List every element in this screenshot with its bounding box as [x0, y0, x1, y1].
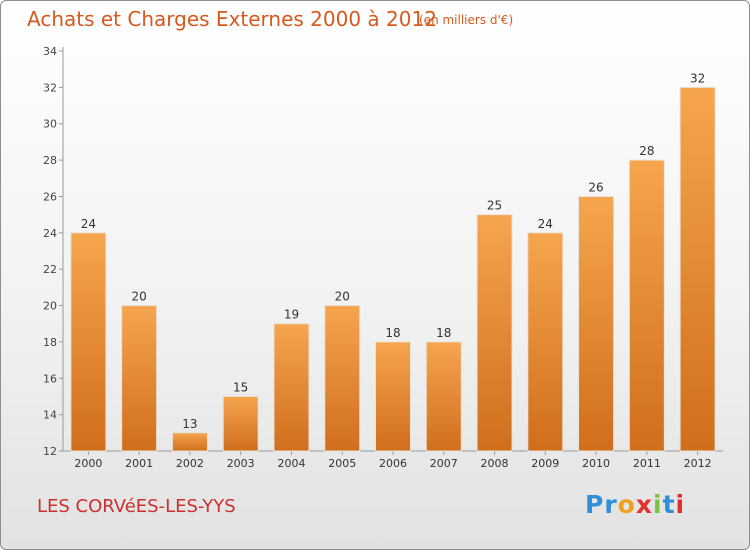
- x-tick-label: 2011: [633, 457, 661, 470]
- bar: [171, 432, 208, 452]
- x-tick-label: 2008: [481, 457, 509, 470]
- y-tick-label: 12: [43, 445, 57, 458]
- y-tick-label: 32: [43, 81, 57, 94]
- bar: [222, 395, 259, 452]
- bar-value-label: 15: [233, 380, 248, 394]
- logo-letter: x: [635, 490, 653, 519]
- bar-value-label: 24: [81, 217, 96, 231]
- bar: [476, 214, 513, 452]
- bar: [324, 305, 361, 452]
- logo-letter: i: [675, 490, 686, 519]
- y-tick-label: 18: [43, 336, 57, 349]
- commune-name: LES CORVéES-LES-YYS: [37, 496, 236, 517]
- y-tick-label: 22: [43, 263, 57, 276]
- bar-value-label: 26: [588, 180, 603, 194]
- chart-unit: (en milliers d'€): [419, 13, 514, 27]
- bar: [628, 159, 665, 452]
- logo-letter: i: [653, 490, 663, 519]
- y-tick-label: 14: [43, 409, 57, 422]
- x-axis: 2000 2001 2002 2003 2004 2005 2006 2007 2008 2009…: [63, 450, 723, 470]
- bar-value-label: 13: [182, 417, 197, 431]
- logo-letter: t: [662, 490, 676, 519]
- bar: [121, 305, 158, 452]
- x-tick-label: 2002: [176, 457, 204, 470]
- y-axis: 12 14 16 18 20 22 24 26 28 30 32 34: [43, 45, 64, 458]
- bar: [70, 232, 107, 452]
- logo-letter: r: [604, 490, 618, 519]
- x-tick-label: 2003: [227, 457, 255, 470]
- y-tick-label: 24: [43, 227, 57, 240]
- bar-value-label: 18: [436, 326, 451, 340]
- x-tick-label: 2009: [531, 457, 559, 470]
- bar-value-label: 25: [487, 199, 502, 213]
- x-tick-label: 2010: [582, 457, 610, 470]
- bar-value-label: 18: [385, 326, 400, 340]
- bar-value-label: 32: [690, 71, 705, 85]
- bar-value-label: 24: [538, 217, 553, 231]
- proxiti-logo[interactable]: Proxiti: [585, 490, 685, 519]
- y-tick-label: 34: [43, 45, 57, 58]
- logo-letter: o: [617, 490, 636, 519]
- x-tick-label: 2007: [430, 457, 458, 470]
- bar: [273, 323, 310, 452]
- y-tick-label: 28: [43, 154, 57, 167]
- bar: [527, 232, 564, 452]
- logo-letter: P: [585, 490, 605, 519]
- bar-value-label: 20: [132, 290, 147, 304]
- bar: [578, 195, 615, 452]
- x-tick-label: 2006: [379, 457, 407, 470]
- y-tick-label: 30: [43, 118, 57, 131]
- y-tick-label: 16: [43, 372, 57, 385]
- y-tick-label: 26: [43, 190, 57, 203]
- x-tick-label: 2004: [277, 457, 305, 470]
- bar-value-label: 19: [284, 308, 299, 322]
- x-tick-label: 2000: [74, 457, 102, 470]
- bar: [375, 341, 411, 452]
- bar-value-label: 28: [639, 144, 654, 158]
- bars: 24 20 13 15 19 20 18 18 25 24 26 28 32: [70, 71, 716, 452]
- bar: [679, 86, 716, 452]
- x-tick-label: 2005: [328, 457, 356, 470]
- chart-title: Achats et Charges Externes 2000 à 2012: [27, 7, 437, 31]
- x-tick-label: 2012: [684, 457, 712, 470]
- x-tick-label: 2001: [125, 457, 153, 470]
- bar-value-label: 20: [335, 290, 350, 304]
- bar: [425, 341, 462, 452]
- y-tick-label: 20: [43, 300, 57, 313]
